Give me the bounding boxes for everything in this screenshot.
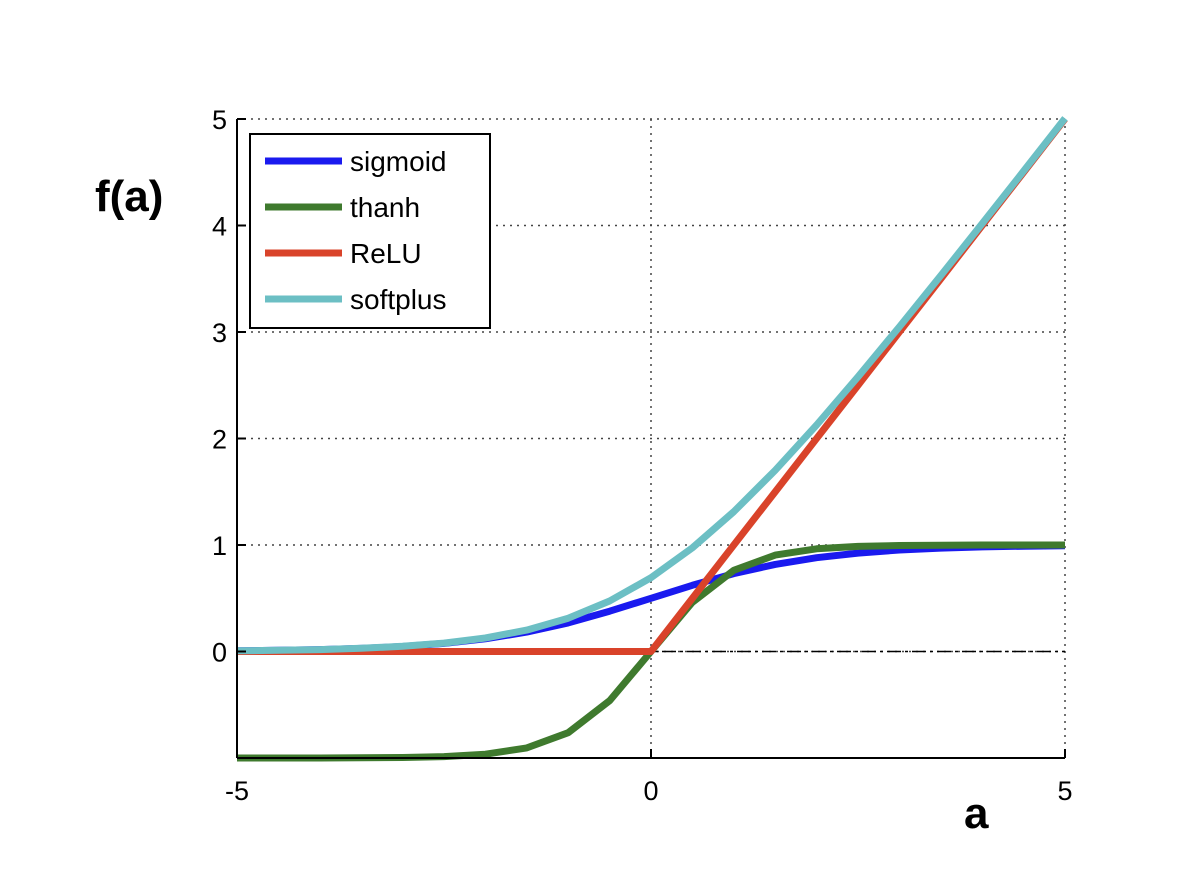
legend-label-sigmoid: sigmoid [350,146,446,177]
y-tick-label: 2 [212,425,227,455]
x-axis-label: a [964,789,989,838]
legend-label-relu: ReLU [350,238,422,269]
tick-labels: 0 1 2 3 4 5 -5 0 5 [212,105,1073,806]
axes [236,118,1066,759]
y-tick-label: 1 [212,531,227,561]
y-tick-label: 3 [212,318,227,348]
y-tick-label: 5 [212,105,227,135]
legend: sigmoid thanh ReLU softplus [249,133,491,329]
y-tick-label: 0 [212,638,227,668]
y-axis-label: f(a) [95,172,163,221]
x-tick-label: 5 [1057,776,1072,806]
y-tick-label: 4 [212,212,227,242]
legend-label-thanh: thanh [350,192,420,223]
series-line-softplus [236,116,1068,655]
x-tick-label: -5 [225,776,249,806]
legend-label-softplus: softplus [350,284,447,315]
x-tick-label: 0 [643,776,658,806]
